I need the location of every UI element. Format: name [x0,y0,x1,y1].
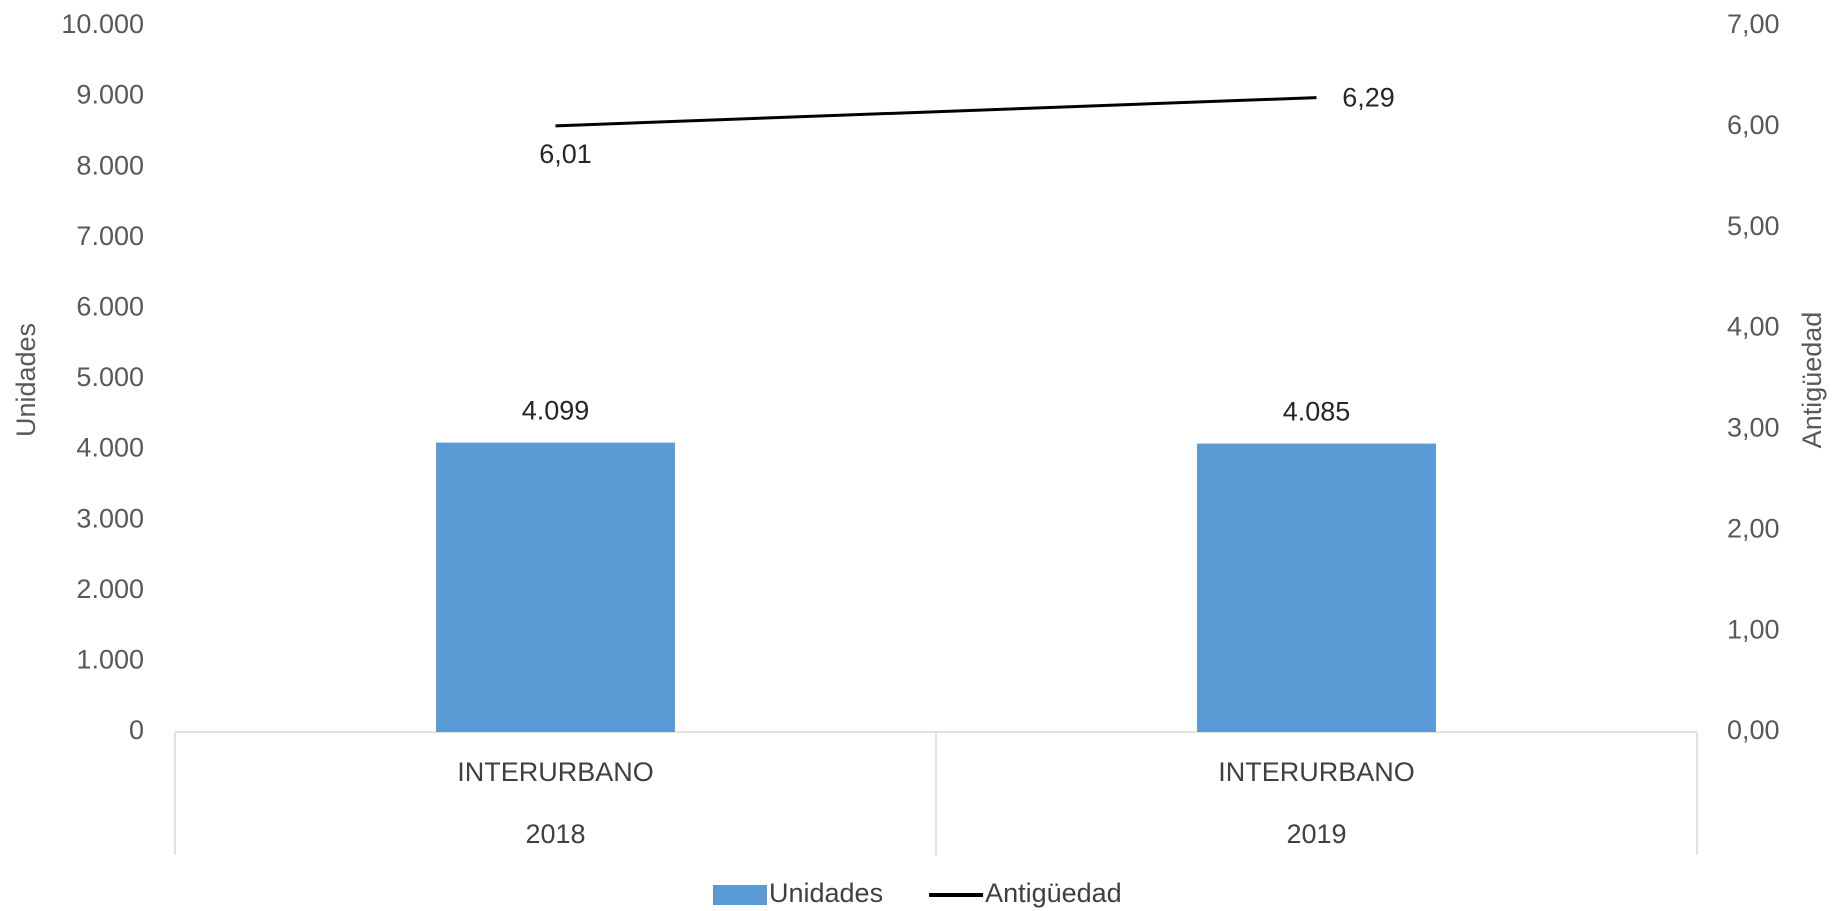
y2-tick-label: 0,00 [1727,715,1780,745]
y-tick-label: 7.000 [76,221,144,251]
y-tick-label: 9.000 [76,80,144,110]
y-tick-label: 4.000 [76,433,144,463]
y-tick-label: 2.000 [76,574,144,604]
y2-tick-label: 3,00 [1727,413,1780,443]
line [555,96,1317,128]
bar [436,442,675,732]
x-tick-label: INTERURBANO [457,757,654,787]
y2-tick-label: 5,00 [1727,211,1780,241]
x-tick-label: INTERURBANO [1218,757,1415,787]
y-tick-label: 1.000 [76,645,144,675]
y2-tick-label: 6,00 [1727,110,1780,140]
y2-tick-label: 1,00 [1727,614,1780,644]
y-tick-label: 0 [129,715,144,745]
y2-tick-label: 4,00 [1727,312,1780,342]
data-label: 4.085 [1283,397,1351,427]
y2-axis-title: Antigüedad [1797,312,1827,449]
legend-label: Unidades [769,878,883,908]
bar [1197,443,1436,732]
data-label: 4.099 [522,396,590,426]
y2-tick-label: 7,00 [1727,9,1780,39]
legend-label: Antigüedad [985,878,1122,908]
data-label: 6,29 [1342,83,1395,113]
y2-tick-label: 2,00 [1727,513,1780,543]
legend-swatch [713,885,767,905]
y-tick-label: 8.000 [76,150,144,180]
y-tick-label: 5.000 [76,362,144,392]
x-group-label: 2019 [1286,819,1346,849]
y-tick-label: 3.000 [76,503,144,533]
y-tick-label: 6.000 [76,292,144,322]
data-label: 6,01 [539,139,592,169]
y-tick-label: 10.000 [61,9,144,39]
y-axis-title: Unidades [11,323,41,437]
x-group-label: 2018 [525,819,585,849]
